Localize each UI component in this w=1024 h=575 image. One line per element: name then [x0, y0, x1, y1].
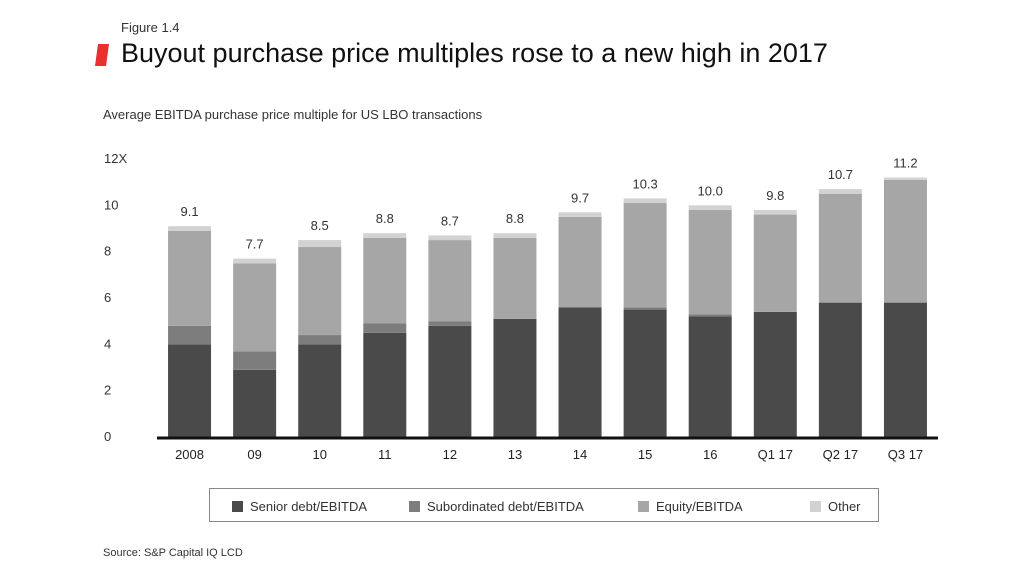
- x-category-label: Q2 17: [823, 447, 858, 462]
- y-tick-label: 10: [104, 197, 118, 212]
- bar-segment-equity-ebitda: [493, 237, 537, 319]
- total-value-label: 8.7: [441, 213, 459, 228]
- bar-segment-senior-debt-ebitda: [233, 369, 277, 437]
- bar-segment-equity-ebitda: [363, 237, 407, 324]
- bar-segment-other: [883, 177, 927, 180]
- bar-segment-equity-ebitda: [818, 193, 862, 303]
- total-value-label: 9.7: [571, 190, 589, 205]
- total-value-label: 11.2: [893, 156, 917, 171]
- y-tick-label: 8: [104, 244, 111, 259]
- total-value-label: 8.8: [376, 211, 394, 226]
- x-category-label: Q1 17: [758, 447, 793, 462]
- bar-segment-senior-debt-ebitda: [493, 318, 537, 437]
- bar-segment-equity-ebitda: [233, 263, 277, 352]
- title-accent-mark: [95, 44, 109, 66]
- bar-segment-subordinated-debt-ebitda: [623, 307, 667, 310]
- bar-segment-subordinated-debt-ebitda: [428, 321, 472, 326]
- bar-segment-subordinated-debt-ebitda: [233, 351, 277, 370]
- legend-label: Other: [828, 498, 861, 514]
- legend-item: Senior debt/EBITDA: [232, 498, 367, 514]
- legend-swatch: [638, 500, 649, 512]
- bar-segment-other: [233, 258, 277, 264]
- x-category-label: Q3 17: [888, 447, 923, 462]
- bar-segment-equity-ebitda: [623, 203, 667, 308]
- bar-segment-other: [428, 235, 472, 241]
- bar-segment-subordinated-debt-ebitda: [363, 323, 407, 333]
- y-tick-label: 6: [104, 290, 111, 305]
- total-value-label: 9.1: [181, 204, 199, 219]
- bar-segment-equity-ebitda: [753, 214, 797, 312]
- chart-title: Buyout purchase price multiples rose to …: [121, 38, 828, 68]
- x-category-label: 15: [638, 447, 652, 462]
- legend: Senior debt/EBITDA Subordinated debt/EBIT…: [209, 488, 879, 522]
- x-category-label: 10: [312, 447, 326, 462]
- bar-segment-senior-debt-ebitda: [558, 307, 602, 437]
- x-category-label: 2008: [175, 447, 204, 462]
- y-tick-label: 4: [104, 336, 111, 351]
- bar-segment-senior-debt-ebitda: [363, 332, 407, 437]
- legend-swatch: [232, 500, 243, 512]
- bar-segment-senior-debt-ebitda: [688, 316, 732, 437]
- total-value-label: 10.7: [828, 167, 853, 182]
- bar-segment-other: [298, 240, 342, 248]
- bar-segment-equity-ebitda: [883, 179, 927, 303]
- bar-segment-equity-ebitda: [558, 216, 602, 308]
- legend-label: Equity/EBITDA: [656, 498, 743, 514]
- legend-label: Senior debt/EBITDA: [250, 498, 368, 514]
- source-note: Source: S&P Capital IQ LCD: [103, 547, 243, 559]
- bar-segment-other: [818, 189, 862, 194]
- x-category-label: 12: [443, 447, 457, 462]
- bar-segment-other: [558, 212, 602, 217]
- y-tick-label: 2: [104, 383, 111, 398]
- bar-segment-subordinated-debt-ebitda: [688, 314, 732, 317]
- legend-label: Subordinated debt/EBITDA: [427, 498, 584, 514]
- bar-segment-senior-debt-ebitda: [623, 309, 667, 437]
- bar-segment-equity-ebitda: [428, 240, 472, 322]
- bar-segment-senior-debt-ebitda: [298, 344, 342, 437]
- bar-segment-subordinated-debt-ebitda: [298, 335, 342, 345]
- x-category-label: 14: [573, 447, 587, 462]
- bar-segment-other: [753, 209, 797, 215]
- total-value-label: 9.8: [766, 188, 784, 203]
- bar-segment-other: [168, 226, 212, 231]
- x-category-label: 11: [378, 447, 392, 462]
- y-tick-label: 0: [104, 429, 111, 444]
- bar-segment-senior-debt-ebitda: [883, 302, 927, 437]
- stacked-bar-chart: 0 2 4 6 8 10 12X 9.1 2008 7.7 09 8.5 10 8.8 11 8.7 12 8.8…: [104, 151, 938, 462]
- bar-segment-other: [493, 233, 537, 238]
- bar-segment-subordinated-debt-ebitda: [168, 325, 212, 345]
- bar-segment-other: [688, 205, 732, 210]
- legend-swatch: [409, 500, 420, 512]
- total-value-label: 8.5: [311, 218, 329, 233]
- x-category-label: 16: [703, 447, 717, 462]
- legend-item: Equity/EBITDA: [638, 498, 743, 514]
- title-accent-shape: [95, 44, 109, 66]
- legend-item: Subordinated debt/EBITDA: [409, 498, 584, 514]
- legend-swatch: [810, 500, 821, 512]
- figure-label: Figure 1.4: [121, 20, 180, 35]
- bar-segment-senior-debt-ebitda: [818, 302, 862, 437]
- bar-segment-other: [363, 233, 407, 238]
- legend-item: Other: [810, 498, 861, 514]
- total-value-label: 10.0: [698, 183, 723, 198]
- y-tick-label: 12X: [104, 151, 127, 166]
- total-value-label: 8.8: [506, 211, 524, 226]
- bar-segment-other: [623, 198, 667, 204]
- x-category-label: 13: [508, 447, 522, 462]
- total-value-label: 10.3: [632, 176, 657, 191]
- bar-segment-senior-debt-ebitda: [168, 344, 212, 437]
- x-category-label: 09: [247, 447, 261, 462]
- chart-subtitle: Average EBITDA purchase price multiple f…: [103, 107, 483, 122]
- total-value-label: 7.7: [246, 237, 264, 252]
- bar-segment-senior-debt-ebitda: [753, 311, 797, 437]
- bar-segment-equity-ebitda: [688, 209, 732, 315]
- bar-segment-senior-debt-ebitda: [428, 325, 472, 437]
- bar-segment-equity-ebitda: [298, 247, 342, 336]
- bar-segment-equity-ebitda: [168, 230, 212, 326]
